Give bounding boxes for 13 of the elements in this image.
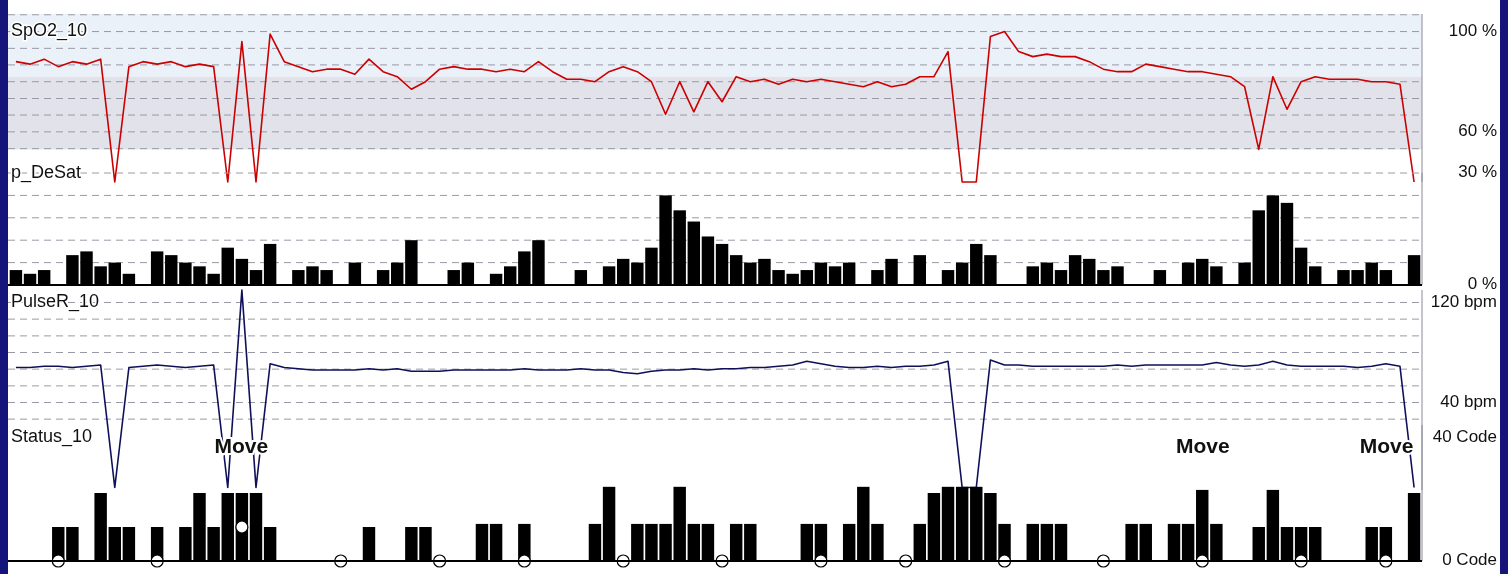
chart-title: Status_10 <box>11 426 93 448</box>
chart-title: SpO2_10 <box>11 20 88 42</box>
chart-title: p_DeSat <box>11 161 82 183</box>
annotation: Move <box>1175 433 1230 457</box>
y-tick-label: 100 % <box>1448 21 1497 41</box>
chart-title: PulseR_10 <box>11 291 100 313</box>
y-tick-label: 60 % <box>1458 121 1497 141</box>
y-tick-label: 0 Code <box>1442 550 1497 570</box>
y-tick-label: 40 bpm <box>1440 391 1497 411</box>
y-tick-label: 0 % <box>1467 274 1497 294</box>
y-tick-label: 40 Code <box>1432 426 1497 446</box>
y-tick-label: 30 % <box>1458 162 1497 182</box>
y-tick-label: 120 bpm <box>1430 291 1497 311</box>
